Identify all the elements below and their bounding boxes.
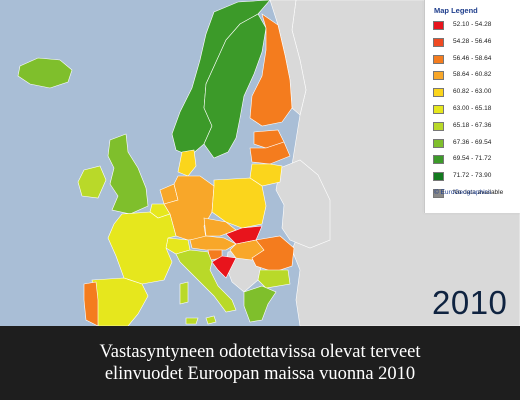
region-france — [107, 211, 177, 285]
region-iceland — [17, 57, 73, 89]
map-legend: Map Legend 52.10 - 54.28 54.28 - 56.46 56.… — [424, 0, 520, 213]
legend-label: 52.10 - 54.28 — [453, 21, 492, 28]
legend-item: 67.36 - 69.54 — [433, 138, 519, 150]
region-united-kingdom — [107, 133, 149, 215]
legend-swatch — [433, 71, 444, 81]
legend-swatch — [433, 37, 444, 47]
caption-line-2: elinvuodet Euroopan maissa vuonna 2010 — [104, 364, 416, 384]
region-ireland — [77, 165, 107, 199]
region-spain — [91, 277, 149, 326]
legend-item: 69.54 - 71.72 — [433, 154, 519, 166]
region-bulgaria — [257, 269, 291, 289]
legend-title: Map Legend — [434, 6, 478, 15]
region-portugal — [83, 281, 99, 326]
legend-credit: © EuroGeographics — [434, 189, 492, 196]
legend-item: No data available — [433, 188, 519, 200]
region-cyprus — [185, 317, 199, 325]
legend-swatch — [433, 172, 444, 182]
caption-text: Vastasyntyneen odotettavissa olevat terv… — [0, 341, 520, 385]
region-latvia — [249, 141, 291, 165]
legend-swatch — [433, 121, 444, 131]
region-no-data-belarus-ukraine — [275, 159, 331, 249]
legend-swatch — [433, 155, 444, 165]
europe-map: Map Legend 52.10 - 54.28 54.28 - 56.46 56.… — [0, 0, 520, 326]
legend-item: 56.46 - 58.64 — [433, 54, 519, 66]
year-label: 2010 — [432, 284, 508, 321]
legend-swatch — [433, 88, 444, 98]
legend-item: 65.18 - 67.36 — [433, 121, 519, 133]
region-slovakia — [225, 225, 263, 245]
legend-item: 71.72 - 73.90 — [433, 171, 519, 183]
region-sweden — [203, 13, 267, 159]
legend-swatch — [433, 105, 444, 114]
region-greece — [243, 285, 277, 323]
legend-item: 58.64 - 60.82 — [433, 70, 519, 82]
legend-label: 69.54 - 71.72 — [453, 155, 492, 163]
region-malta — [205, 315, 217, 325]
legend-swatch — [433, 189, 444, 198]
region-denmark — [177, 149, 197, 177]
legend-item: 63.00 - 65.18 — [433, 104, 519, 116]
legend-swatch — [433, 54, 444, 64]
region-finland — [249, 13, 293, 127]
legend-label: 54.28 - 56.46 — [453, 37, 492, 45]
legend-label: 65.18 - 67.36 — [453, 121, 492, 129]
region-sardinia — [179, 281, 189, 305]
legend-swatch — [433, 138, 444, 148]
legend-label: 58.64 - 60.82 — [453, 71, 492, 79]
legend-label: 71.72 - 73.90 — [453, 172, 492, 180]
region-austria — [189, 235, 237, 251]
legend-swatch — [433, 21, 444, 30]
legend-item: 60.82 - 63.00 — [433, 87, 519, 99]
legend-label: 67.36 - 69.54 — [453, 138, 492, 146]
legend-item: 54.28 - 56.46 — [433, 37, 519, 49]
legend-label: No data available — [453, 189, 504, 196]
legend-label: 56.46 - 58.64 — [453, 54, 492, 62]
caption-bar: Vastasyntyneen odotettavissa olevat terv… — [0, 326, 520, 400]
caption-line-1: Vastasyntyneen odotettavissa olevat terv… — [99, 342, 421, 362]
legend-label: 60.82 - 63.00 — [453, 88, 492, 96]
region-italy — [175, 249, 237, 313]
legend-label: 63.00 - 65.18 — [453, 105, 492, 112]
legend-item: 52.10 - 54.28 — [433, 20, 519, 32]
region-romania — [251, 235, 295, 273]
region-poland — [211, 177, 267, 229]
